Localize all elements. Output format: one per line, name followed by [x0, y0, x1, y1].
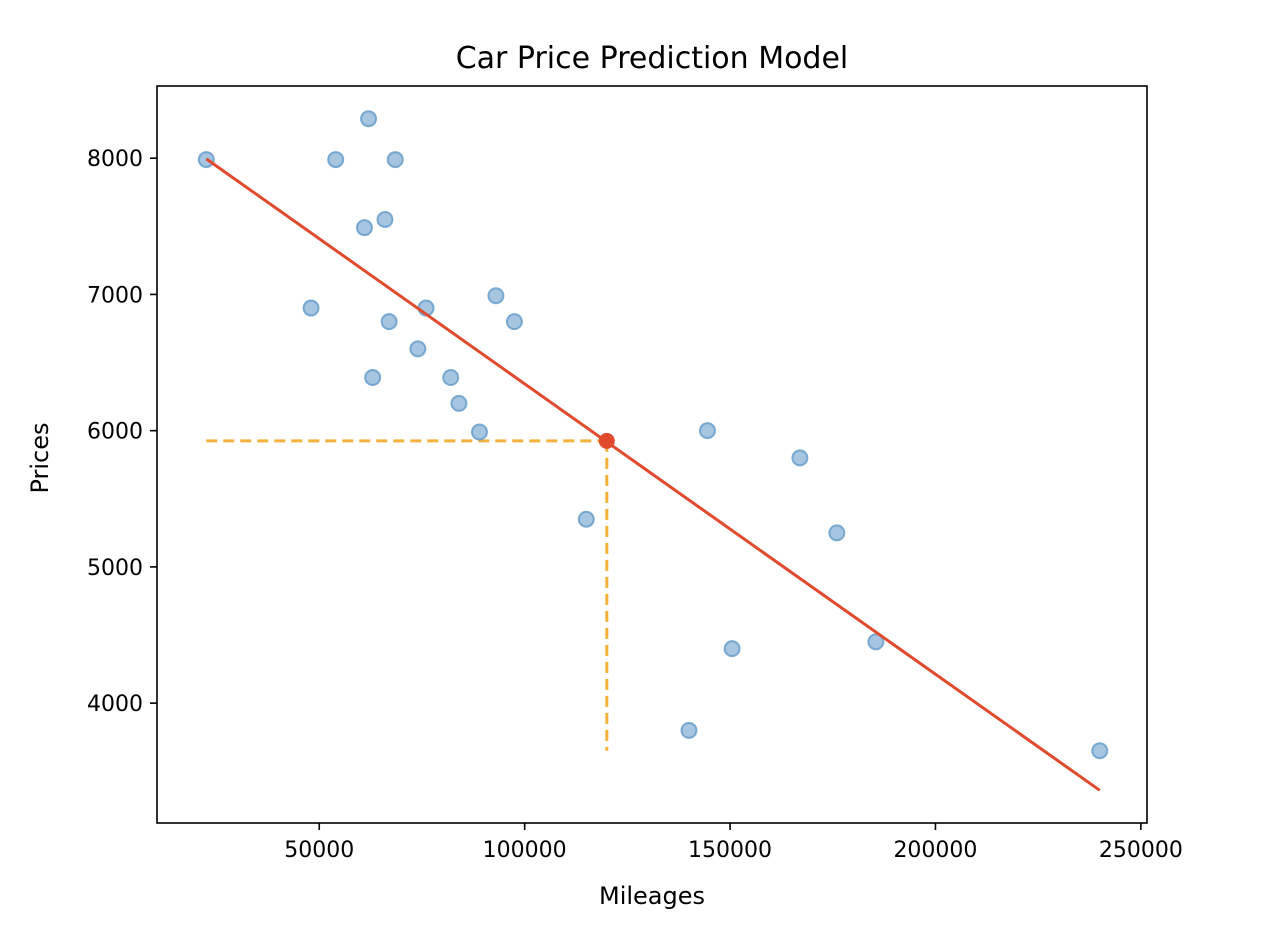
x-axis-ticks: 50000 100000 150000 200000 250000 [284, 823, 1183, 863]
regression-line [205, 157, 1101, 792]
data-point [409, 340, 427, 358]
y-tick-label: 6000 [87, 420, 143, 445]
data-point [380, 313, 398, 331]
y-axis-label: Prices [26, 422, 54, 493]
x-axis-label: Mileages [599, 882, 705, 910]
data-point [470, 423, 488, 441]
x-tick-label: 250000 [1099, 838, 1183, 863]
scatter-points [197, 110, 1109, 760]
data-point [386, 151, 404, 169]
data-point [302, 299, 320, 317]
data-point [442, 369, 460, 387]
data-point [360, 110, 378, 128]
y-tick-label: 7000 [87, 283, 143, 308]
regression-line-group [205, 157, 1101, 792]
guide-lines [206, 439, 609, 751]
x-tick-label: 150000 [688, 838, 772, 863]
data-point [355, 219, 373, 237]
plot-area [157, 86, 1147, 823]
data-point [376, 211, 394, 229]
x-tick-label: 200000 [893, 838, 977, 863]
data-point [364, 369, 382, 387]
y-tick-label: 4000 [87, 692, 143, 717]
data-point [450, 394, 468, 412]
plot-frame [156, 85, 1148, 824]
y-tick-label: 5000 [87, 556, 143, 581]
data-point [327, 151, 345, 169]
data-point [1091, 742, 1109, 760]
data-point [577, 510, 595, 528]
x-tick-label: 100000 [483, 838, 567, 863]
x-tick-label: 50000 [284, 838, 354, 863]
data-point [867, 633, 885, 651]
data-point [680, 721, 698, 739]
data-point [505, 313, 523, 331]
prediction-point-group [598, 432, 615, 449]
chart-title: Car Price Prediction Model [456, 41, 849, 76]
plot-background [157, 86, 1147, 823]
axes-frame [156, 85, 1148, 824]
y-axis-ticks: 4000 5000 6000 7000 8000 [87, 147, 157, 717]
data-point [723, 640, 741, 658]
prediction-point [598, 432, 615, 449]
y-tick-label: 8000 [87, 147, 143, 172]
data-point [791, 449, 809, 467]
data-point [698, 422, 716, 440]
data-point [828, 524, 846, 542]
data-point [487, 287, 505, 305]
